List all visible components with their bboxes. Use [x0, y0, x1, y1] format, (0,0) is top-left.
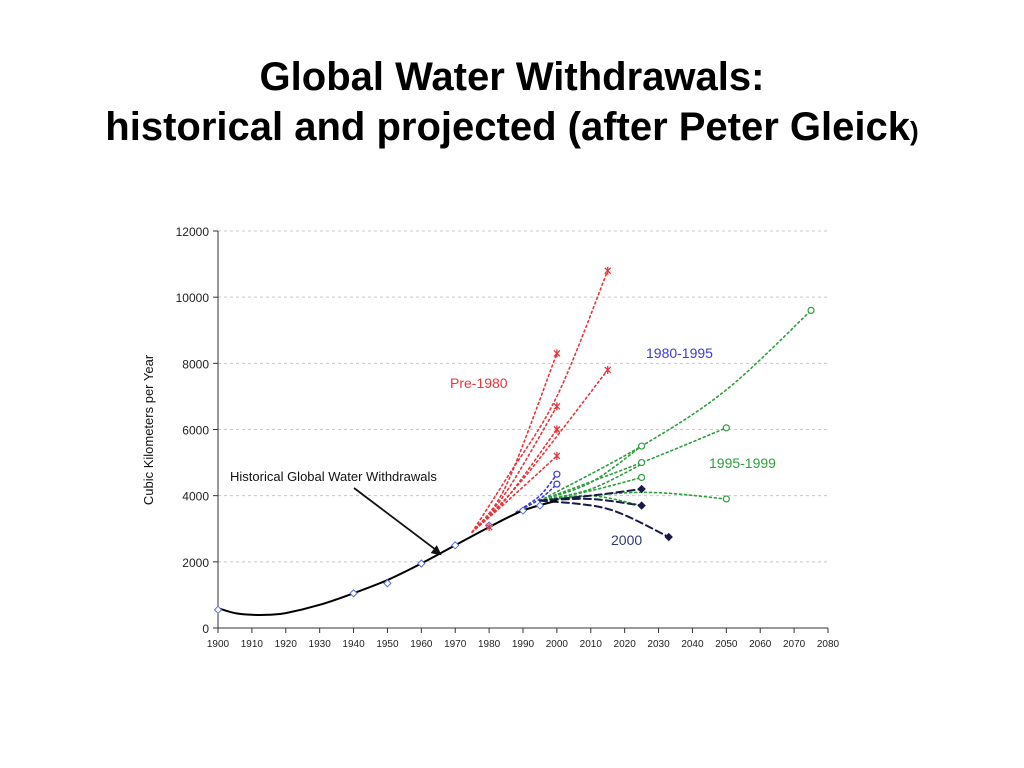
x-tick-label-1920: 1920	[275, 639, 298, 650]
x-tick-label-1950: 1950	[376, 639, 399, 650]
historical-marker-2	[383, 579, 392, 588]
label-layer: Cubic Kilometers per Year Pre-1980 1980-…	[141, 345, 776, 556]
series-line-p2000-17	[538, 499, 670, 539]
x-tick-label-2000: 2000	[546, 639, 569, 650]
historical-marker-6	[518, 506, 528, 515]
endpoint-marker-13	[638, 473, 646, 482]
x-tick-label-2020: 2020	[614, 639, 637, 650]
historical-marker-4	[451, 541, 460, 550]
endpoint-marker-17	[664, 532, 673, 542]
axis-layer: 0 2000 4000 6000 8000 10000 12000 1900 1910 1920 1…	[176, 225, 840, 650]
endpoint-marker-15	[637, 484, 646, 494]
y-tick-label-6000: 6000	[182, 424, 209, 438]
series-line-p2000-16	[538, 497, 643, 507]
x-tick-label-1960: 1960	[410, 639, 433, 650]
series-line-pre1980-3	[471, 428, 558, 533]
series-layer	[471, 269, 812, 539]
endpoint-marker-12	[638, 458, 646, 467]
x-tick-label-1940: 1940	[342, 639, 365, 650]
endpoint-marker-8	[553, 480, 561, 488]
title-line-1: Global Water Withdrawals:	[259, 55, 765, 99]
series-line-pre1980-0	[471, 269, 609, 533]
x-tick-label-2050: 2050	[715, 639, 738, 650]
series-label-1980-1995: 1980-1995	[646, 345, 713, 361]
endpoint-marker-6	[485, 523, 493, 532]
annotation-arrow-line	[353, 487, 439, 552]
series-line-pre1980-1	[471, 352, 558, 533]
endpoint-marker-0	[604, 266, 612, 275]
x-tick-label-1930: 1930	[309, 639, 332, 650]
y-axis-label: Cubic Kilometers per Year	[141, 354, 156, 505]
annotation-historical-label: Historical Global Water Withdrawals	[230, 469, 437, 484]
y-tick-label-10000: 10000	[176, 291, 210, 305]
annotation-arrow-head	[430, 545, 442, 556]
endpoint-marker-14	[722, 495, 730, 503]
x-tick-label-1900: 1900	[207, 639, 230, 650]
endpoint-marker-9	[807, 306, 815, 314]
endpoint-marker-11	[638, 442, 646, 450]
x-tick-label-2070: 2070	[783, 639, 806, 650]
historical-layer	[217, 499, 558, 616]
title-line-2: historical and projected (after Peter Gl…	[0, 102, 1024, 156]
historical-marker-0	[213, 605, 223, 615]
x-tick-label-1990: 1990	[512, 639, 535, 650]
y-tick-label-2000: 2000	[182, 556, 209, 570]
title-close-paren: )	[910, 116, 919, 146]
endpoint-marker-7	[553, 470, 561, 478]
marker-layer	[213, 266, 815, 615]
x-tick-label-1970: 1970	[444, 639, 467, 650]
endpoint-marker-5	[553, 451, 561, 460]
y-tick-label-4000: 4000	[182, 490, 209, 504]
endpoint-marker-1	[553, 349, 561, 358]
endpoint-marker-16	[637, 501, 646, 510]
historical-marker-7	[535, 501, 545, 510]
historical-marker-3	[417, 559, 426, 568]
y-tick-label-0: 0	[202, 622, 209, 636]
endpoint-marker-3	[553, 402, 561, 411]
historical-line	[217, 499, 558, 616]
series-line-p1995_1999-10	[539, 445, 643, 502]
title-line-2-text: historical and projected (after Peter Gl…	[105, 105, 911, 149]
x-tick-label-1910: 1910	[241, 639, 264, 650]
series-label-1995-1999: 1995-1999	[709, 455, 776, 471]
y-tick-label-12000: 12000	[176, 225, 210, 239]
x-tick-label-2060: 2060	[749, 639, 772, 650]
endpoint-marker-10	[722, 424, 730, 432]
historical-marker-1	[349, 589, 358, 598]
x-tick-label-1980: 1980	[478, 639, 501, 650]
y-tick-label-8000: 8000	[182, 357, 209, 371]
series-label-2000: 2000	[611, 532, 642, 548]
x-tick-label-2040: 2040	[681, 639, 704, 650]
series-line-p1995_1999-8	[539, 309, 812, 502]
x-tick-label-2010: 2010	[580, 639, 603, 650]
x-tick-label-2080: 2080	[817, 639, 840, 650]
x-tick-label-2030: 2030	[647, 639, 670, 650]
series-label-pre-1980: Pre-1980	[450, 375, 508, 391]
endpoint-marker-4	[553, 425, 561, 434]
endpoint-marker-2	[604, 365, 612, 374]
slide-title: Global Water Withdrawals: historical and…	[0, 52, 1024, 156]
